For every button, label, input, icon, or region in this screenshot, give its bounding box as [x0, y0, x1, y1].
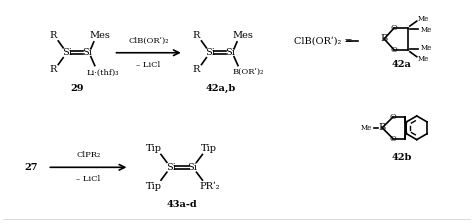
Text: ClB(ORʹ)₂ =: ClB(ORʹ)₂ =	[294, 36, 353, 45]
Text: R: R	[50, 65, 57, 74]
Text: Me: Me	[418, 15, 429, 23]
Text: 29: 29	[70, 84, 84, 93]
Text: O: O	[390, 113, 396, 121]
Text: PRʹ₂: PRʹ₂	[199, 182, 219, 191]
Text: 27: 27	[24, 163, 37, 172]
Text: O: O	[391, 46, 398, 54]
Text: R: R	[193, 31, 200, 41]
Text: R: R	[193, 65, 200, 74]
Text: B: B	[379, 123, 386, 132]
Text: Me: Me	[361, 124, 372, 132]
Text: – LiCl: – LiCl	[76, 175, 100, 183]
Text: Me: Me	[421, 44, 432, 52]
Text: B: B	[381, 34, 388, 43]
Text: Si: Si	[205, 48, 215, 57]
Text: B(ORʹ)₂: B(ORʹ)₂	[232, 69, 264, 77]
Text: 42a,b: 42a,b	[205, 84, 235, 93]
Text: Mes: Mes	[89, 31, 110, 41]
Text: O: O	[391, 24, 398, 32]
Text: O: O	[390, 135, 396, 143]
Text: 42b: 42b	[392, 153, 412, 162]
Text: ClPR₂: ClPR₂	[76, 151, 100, 159]
Text: Me: Me	[421, 26, 432, 34]
Text: Si: Si	[62, 48, 72, 57]
Text: Si: Si	[225, 48, 235, 57]
Text: – LiCl: – LiCl	[137, 61, 161, 69]
Text: 43a-d: 43a-d	[166, 200, 197, 209]
Text: ClB(ORʹ)₂: ClB(ORʹ)₂	[128, 37, 169, 45]
Text: Si: Si	[188, 163, 198, 172]
Text: Me: Me	[418, 55, 429, 63]
Text: Tip: Tip	[146, 144, 162, 153]
Text: Tip: Tip	[201, 144, 218, 153]
Text: Si: Si	[82, 48, 92, 57]
Text: Tip: Tip	[146, 182, 162, 191]
Text: R: R	[50, 31, 57, 41]
Text: Mes: Mes	[232, 31, 254, 41]
Text: Li·(thf)₃: Li·(thf)₃	[86, 69, 119, 77]
Text: 42a: 42a	[392, 60, 412, 69]
Text: Si: Si	[166, 163, 176, 172]
